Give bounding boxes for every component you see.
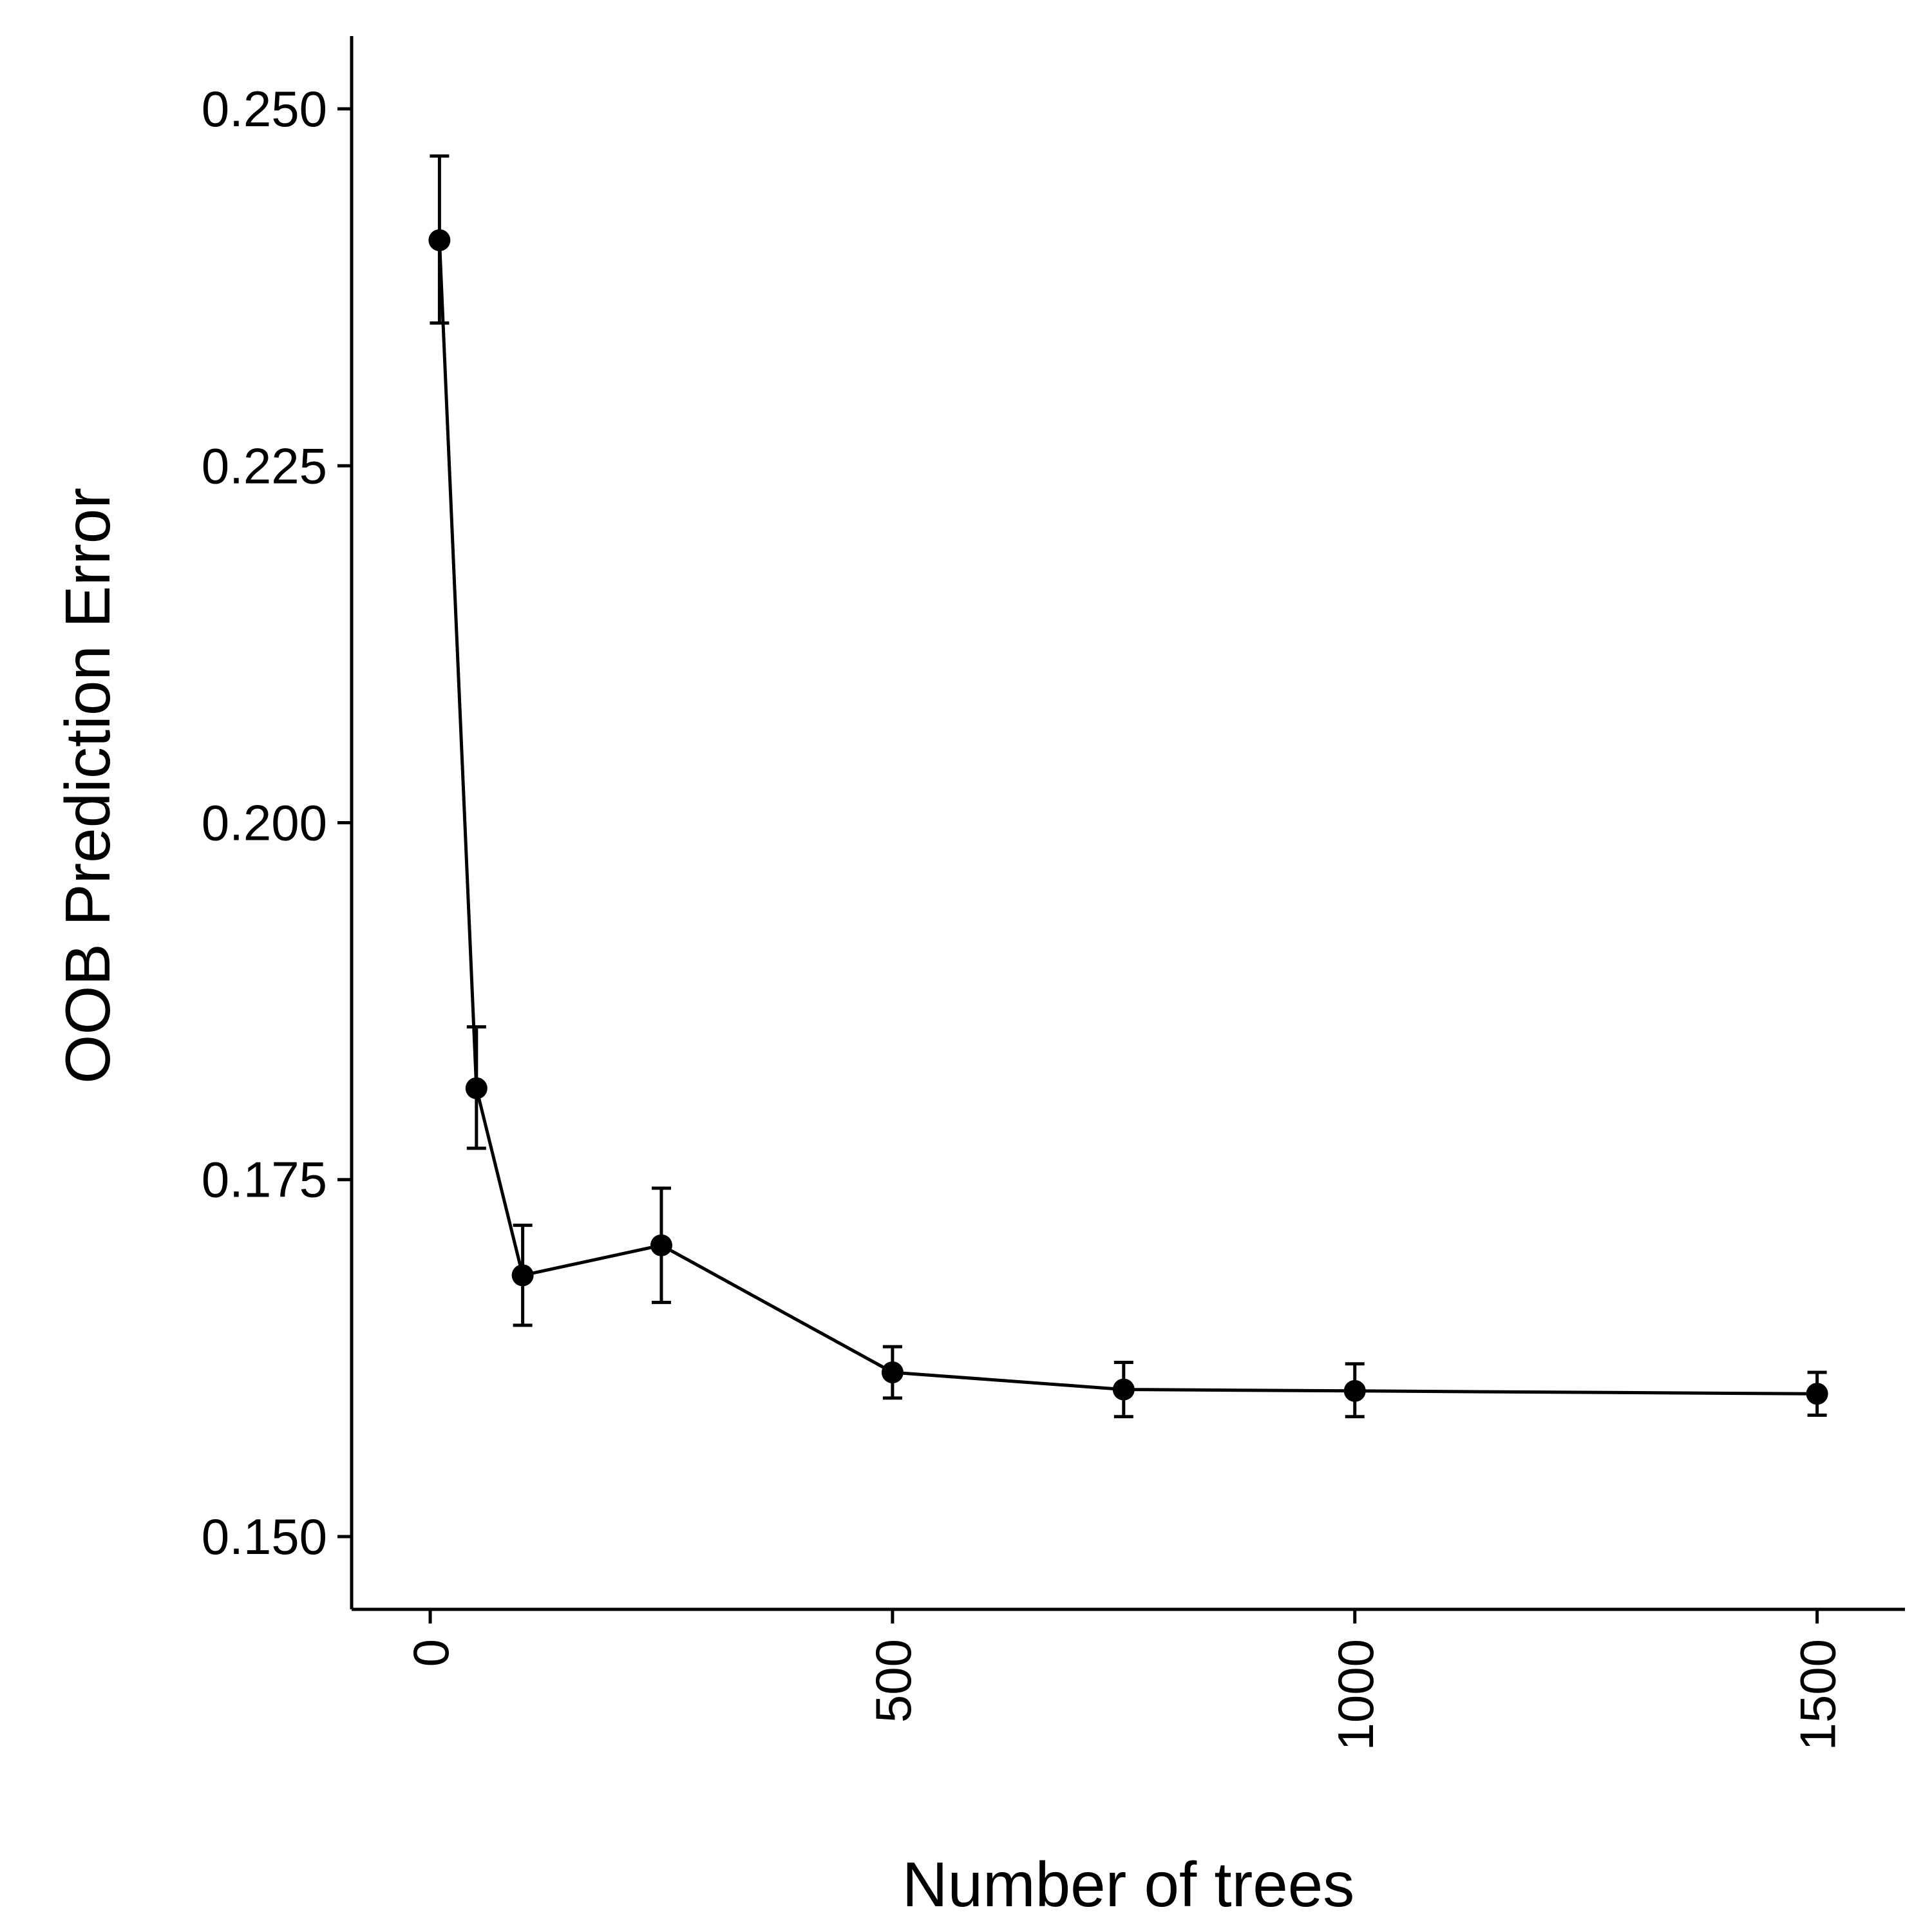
data-point: [1112, 1378, 1135, 1401]
y-tick-label: 0.200: [202, 795, 327, 851]
x-tick-label: 500: [865, 1639, 922, 1723]
data-point: [881, 1361, 904, 1383]
x-tick-label: 0: [402, 1639, 459, 1667]
x-tick-label: 1500: [1790, 1639, 1846, 1751]
error-bars: [430, 154, 1827, 1419]
data-point: [465, 1077, 488, 1099]
y-tick-label: 0.150: [202, 1508, 327, 1565]
y-tick-label: 0.225: [202, 437, 327, 494]
y-axis-title: OOB Prediction Error: [52, 488, 123, 1084]
data-points: [428, 229, 1828, 1405]
series-line: [437, 240, 1817, 1396]
data-point: [428, 229, 451, 252]
data-point: [650, 1234, 672, 1256]
data-point: [1343, 1379, 1366, 1402]
x-tick-label: 1000: [1327, 1639, 1384, 1751]
y-axis-ticks: 0.150 0.175 0.200 0.225 0.250: [202, 80, 352, 1565]
plot-area: 0.150 0.175 0.200 0.225 0.250 0 500 1000 1500: [202, 36, 1905, 1751]
y-tick-label: 0.250: [202, 80, 327, 137]
x-axis-ticks: 0 500 1000 1500: [402, 1609, 1846, 1751]
data-point: [511, 1264, 534, 1287]
x-axis-title: Number of trees: [902, 1849, 1355, 1920]
data-point: [1806, 1383, 1828, 1405]
y-tick-label: 0.175: [202, 1151, 327, 1208]
